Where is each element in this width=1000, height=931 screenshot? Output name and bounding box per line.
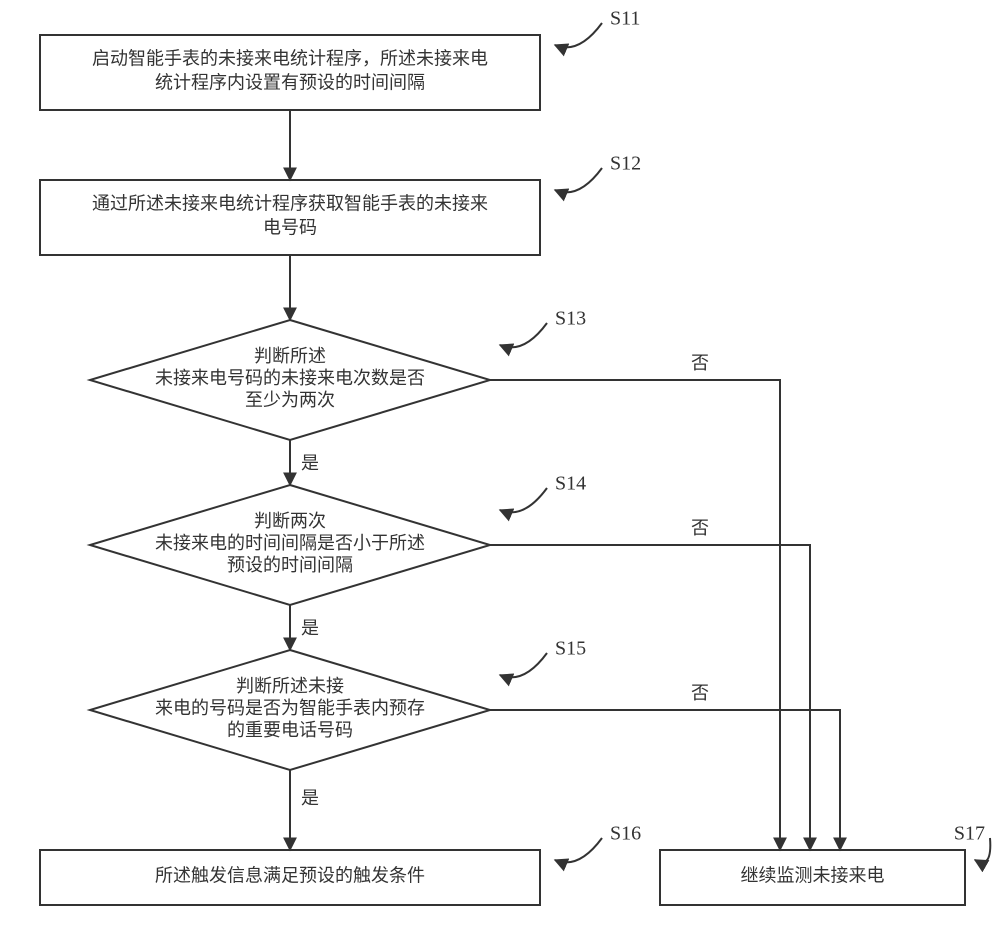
node-s13: 判断所述 未接来电号码的未接来电次数是否 至少为两次 [90, 320, 490, 440]
edge-s15-no-label: 否 [691, 683, 709, 703]
node-s13-line1: 未接来电号码的未接来电次数是否 [155, 368, 425, 388]
node-s14-line1: 未接来电的时间间隔是否小于所述 [155, 533, 425, 553]
node-s15-line2: 的重要电话号码 [227, 720, 353, 740]
label-s13-pointer [500, 323, 547, 347]
node-s12-line1: 电号码 [263, 218, 317, 238]
label-s12-text: S12 [610, 153, 641, 175]
edge-s13-s14-label: 是 [301, 453, 319, 473]
label-s11-pointer [555, 23, 602, 47]
edge-s14-no [490, 545, 810, 850]
label-s12: S12 [555, 153, 641, 193]
label-s16-pointer [555, 838, 602, 862]
node-s14: 判断两次 未接来电的时间间隔是否小于所述 预设的时间间隔 [90, 485, 490, 605]
edge-s13-no [490, 380, 780, 850]
label-s16: S16 [555, 823, 641, 863]
node-s16-line0: 所述触发信息满足预设的触发条件 [155, 866, 425, 886]
label-s16-text: S16 [610, 823, 641, 845]
edge-s13-no-label: 否 [691, 353, 709, 373]
node-s15-line1: 来电的号码是否为智能手表内预存 [155, 698, 425, 718]
node-s11: 启动智能手表的未接来电统计程序，所述未接来电 统计程序内设置有预设的时间间隔 [40, 35, 540, 110]
node-s12: 通过所述未接来电统计程序获取智能手表的未接来 电号码 [40, 180, 540, 255]
label-s14: S14 [500, 473, 586, 513]
node-s15: 判断所述未接 来电的号码是否为智能手表内预存 的重要电话号码 [90, 650, 490, 770]
node-s16: 所述触发信息满足预设的触发条件 [40, 850, 540, 905]
label-s13: S13 [500, 308, 586, 348]
node-s17: 继续监测未接来电 [660, 850, 965, 905]
node-s11-line0: 启动智能手表的未接来电统计程序，所述未接来电 [92, 49, 488, 69]
label-s12-pointer [555, 168, 602, 192]
edge-s15-s16-label: 是 [301, 788, 319, 808]
label-s14-text: S14 [555, 473, 586, 495]
edge-s15-no [490, 710, 840, 850]
node-s14-line0: 判断两次 [254, 511, 326, 531]
step-labels: S11 S12 S13 S14 S15 S16 S17 [500, 8, 990, 863]
edge-s14-no-label: 否 [691, 518, 709, 538]
label-s11-text: S11 [610, 8, 640, 30]
flowchart-canvas: 启动智能手表的未接来电统计程序，所述未接来电 统计程序内设置有预设的时间间隔 通… [0, 0, 1000, 931]
node-s15-line0: 判断所述未接 [236, 676, 344, 696]
node-s13-line0: 判断所述 [254, 346, 326, 366]
edge-s14-s15-label: 是 [301, 618, 319, 638]
node-s12-line0: 通过所述未接来电统计程序获取智能手表的未接来 [92, 194, 488, 214]
label-s15: S15 [500, 638, 586, 678]
node-s17-line0: 继续监测未接来电 [741, 866, 885, 886]
label-s15-pointer [500, 653, 547, 677]
node-s14-line2: 预设的时间间隔 [227, 555, 353, 575]
label-s15-text: S15 [555, 638, 586, 660]
label-s11: S11 [555, 8, 640, 48]
label-s17-text: S17 [954, 823, 985, 845]
node-s13-line2: 至少为两次 [245, 390, 335, 410]
label-s14-pointer [500, 488, 547, 512]
label-s13-text: S13 [555, 308, 586, 330]
node-s11-line1: 统计程序内设置有预设的时间间隔 [155, 73, 425, 93]
